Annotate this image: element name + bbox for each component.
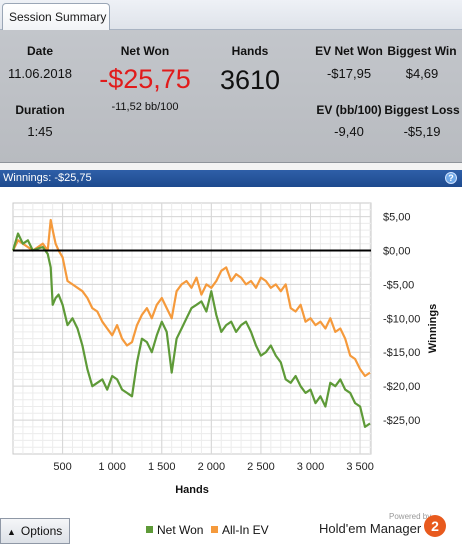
brand-logo-icon: 2	[424, 515, 446, 537]
x-tick-label: 2 000	[198, 461, 226, 473]
x-tick-label: 3 000	[297, 461, 325, 473]
x-tick-label: 1 500	[148, 461, 176, 473]
date-label: Date	[26, 44, 53, 58]
net-won-bb100: -11,52 bb/100	[111, 101, 179, 113]
brand-label: Hold'em Manager	[319, 521, 422, 536]
legend-net-won: Net Won	[146, 523, 203, 537]
x-tick-label: 3 500	[346, 461, 374, 473]
y-axis-label: Winnings	[427, 304, 439, 353]
help-icon[interactable]: ?	[445, 172, 457, 184]
net-won-label: Net Won	[120, 44, 170, 58]
ev-net-won-value: -$17,95	[326, 66, 372, 81]
duration-label: Duration	[15, 103, 65, 117]
duration-value: 1:45	[27, 124, 53, 139]
legend-all-in-ev: All-In EV	[211, 523, 269, 537]
winnings-chart-svg: 500 1 000 1 500 2 000 2 500 3 000 3 500 $5,00 $0…	[11, 202, 439, 496]
x-tick-label: 2 500	[247, 461, 275, 473]
hands-value: 3610	[219, 65, 281, 95]
biggest-win-label: Biggest Win	[387, 44, 457, 58]
hands-label: Hands	[231, 44, 269, 58]
biggest-win-value: $4,69	[405, 66, 439, 81]
series-line-net-won	[11, 232, 371, 428]
tab-bar: Session Summary	[0, 0, 462, 31]
session-summary-panel: Date 11.06.2018 Duration 1:45 Net Won -$…	[0, 30, 462, 163]
legend-net-won-label: Net Won	[157, 523, 204, 537]
ev-net-won-label: EV Net Won	[315, 44, 383, 58]
chevron-up-icon: ▲	[7, 527, 16, 537]
winnings-bar: Winnings: -$25,75 ?	[0, 170, 462, 187]
y-tick-label: -$5,00	[383, 279, 414, 291]
options-button[interactable]: ▲ Options	[0, 518, 70, 544]
x-tick-label: 500	[53, 461, 71, 473]
ev-bb100-value: -9,40	[334, 124, 364, 139]
y-tick-label: -$20,00	[383, 381, 420, 393]
winnings-chart: 500 1 000 1 500 2 000 2 500 3 000 3 500 $5,00 $0…	[0, 187, 462, 512]
y-tick-label: -$25,00	[383, 415, 420, 427]
y-tick-label: -$15,00	[383, 347, 420, 359]
ev-bb100-label: EV (bb/100)	[316, 103, 382, 117]
y-tick-label: -$10,00	[383, 313, 420, 325]
y-tick-label: $5,00	[383, 212, 411, 224]
x-axis-label: Hands	[175, 484, 209, 496]
powered-by-label: Powered by	[389, 512, 432, 521]
date-value: 11.06.2018	[7, 66, 73, 81]
options-label: Options	[20, 524, 63, 538]
legend-net-won-swatch	[146, 526, 153, 533]
y-tick-label: $0,00	[383, 245, 411, 257]
bottom-bar: ▲ Options Net Won All-In EV Powered by Ho…	[0, 512, 462, 545]
net-won-value: -$25,75	[99, 64, 191, 94]
biggest-loss-label: Biggest Loss	[384, 103, 460, 117]
series-line-all-in-ev	[12, 218, 371, 378]
x-tick-label: 1 000	[98, 461, 126, 473]
winnings-bar-label: Winnings: -$25,75	[3, 172, 92, 184]
legend-all-in-ev-swatch	[211, 526, 218, 533]
tab-session-summary[interactable]: Session Summary	[2, 3, 110, 31]
biggest-loss-value: -$5,19	[403, 124, 441, 139]
legend-all-in-ev-label: All-In EV	[222, 523, 269, 537]
